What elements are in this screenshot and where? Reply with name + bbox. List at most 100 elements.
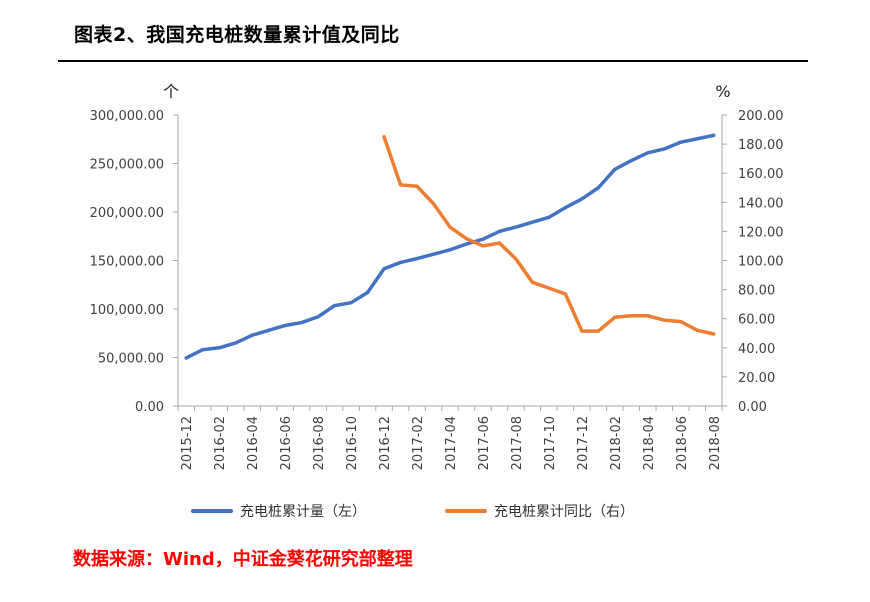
right-axis-tick-label: 140.00 [738, 196, 784, 211]
x-axis-tick-label: 2016-10 [345, 416, 360, 470]
data-point-cumulative [662, 147, 666, 151]
data-point-cumulative [530, 220, 535, 224]
data-point-yoy [679, 320, 683, 324]
data-point-cumulative [234, 341, 238, 345]
left-axis-tick-label: 250,000.00 [90, 158, 164, 173]
data-point-yoy [580, 329, 584, 333]
data-point-cumulative [250, 333, 254, 337]
x-axis-tick-label: 2016-02 [213, 416, 228, 470]
data-point-yoy [596, 329, 600, 333]
data-point-cumulative [300, 320, 304, 325]
data-point-yoy [613, 315, 617, 319]
data-point-cumulative [217, 346, 221, 350]
data-point-yoy [695, 328, 699, 332]
data-point-cumulative [464, 242, 469, 246]
right-axis-tick-label: 40.00 [738, 342, 775, 357]
chart-legend: 充电桩累计量（左） 充电桩累计同比（右） [191, 503, 634, 520]
right-axis-tick-label: 80.00 [738, 284, 775, 299]
data-point-cumulative [613, 167, 617, 171]
chart-plot-area [184, 133, 716, 360]
left-axis-tick-label: 300,000.00 [90, 109, 164, 124]
data-source-note: 数据来源：Wind，中证金葵花研究部整理 [73, 549, 413, 570]
right-axis-tick-label: 180.00 [738, 138, 784, 153]
x-axis-tick-label: 2016-08 [312, 416, 327, 470]
data-point-yoy [398, 183, 403, 187]
data-point-cumulative [349, 301, 353, 305]
data-point-cumulative [184, 356, 188, 360]
data-point-cumulative [201, 348, 205, 352]
x-axis-tick-label: 2018-04 [642, 416, 657, 470]
data-point-cumulative [398, 260, 403, 265]
data-point-yoy [497, 241, 502, 245]
x-axis-tick-label: 2016-06 [279, 416, 294, 470]
right-axis-tick-label: 60.00 [738, 313, 775, 328]
data-point-cumulative [431, 252, 436, 256]
data-point-yoy [448, 225, 452, 229]
right-axis-tick-label: 200.00 [738, 109, 784, 124]
data-point-cumulative [415, 256, 419, 261]
data-point-cumulative [333, 304, 337, 308]
data-point-yoy [662, 318, 666, 322]
series-line-cumulative [184, 133, 716, 360]
x-axis-tick-label: 2017-10 [543, 416, 558, 470]
x-axis-tick-label: 2017-04 [444, 416, 459, 470]
series-line-yoy [382, 135, 716, 336]
left-axis-unit: 个 [163, 82, 179, 101]
left-axis-tick-label: 100,000.00 [90, 303, 164, 318]
data-point-cumulative [514, 225, 518, 229]
x-axis-tick-label: 2016-04 [246, 416, 261, 470]
data-point-yoy [514, 257, 518, 261]
data-point-cumulative [580, 197, 584, 201]
left-axis-tick-label: 200,000.00 [90, 206, 164, 221]
x-axis-tick-label: 2018-02 [609, 416, 624, 470]
right-axis-tick-label: 160.00 [738, 167, 784, 182]
left-axis-tick-label: 0.00 [135, 400, 164, 415]
x-axis-tick-label: 2016-12 [378, 416, 393, 470]
data-point-yoy [481, 244, 485, 248]
data-point-cumulative [267, 328, 271, 332]
x-axis-tick-label: 2017-02 [411, 416, 426, 470]
data-point-cumulative [497, 229, 502, 233]
title-divider [58, 60, 808, 62]
data-point-cumulative [481, 237, 485, 241]
data-point-cumulative [547, 215, 551, 219]
data-point-cumulative [563, 206, 567, 210]
data-point-yoy [464, 237, 469, 241]
data-point-yoy [431, 202, 436, 206]
left-axis-tick-label: 150,000.00 [90, 255, 164, 270]
data-point-cumulative [646, 151, 650, 155]
data-point-yoy [530, 280, 535, 284]
x-axis-tick-label: 2017-08 [510, 416, 525, 470]
chart-title: 图表2、我国充电桩数量累计值及同比 [74, 24, 400, 46]
data-point-cumulative [283, 323, 287, 328]
data-point-yoy [382, 135, 386, 139]
right-axis-unit: % [715, 82, 730, 101]
data-point-cumulative [695, 137, 699, 141]
data-point-yoy [547, 286, 551, 290]
x-axis-tick-label: 2017-12 [576, 416, 591, 470]
right-axis-tick-label: 20.00 [738, 371, 775, 386]
data-point-yoy [646, 314, 650, 318]
data-point-cumulative [712, 133, 716, 137]
data-point-yoy [629, 314, 633, 318]
right-axis-tick-label: 120.00 [738, 225, 784, 240]
legend-label: 充电桩累计同比（右） [494, 503, 634, 520]
data-point-cumulative [382, 267, 386, 271]
chart-axes: 0.00 50,000.00 100,000.00 150,000.00 200,000… [90, 82, 784, 470]
data-point-cumulative [629, 158, 633, 163]
data-point-cumulative [596, 186, 600, 190]
data-point-cumulative [316, 315, 320, 319]
data-point-yoy [563, 292, 567, 296]
x-axis-tick-label: 2018-06 [675, 416, 690, 470]
left-axis-tick-label: 50,000.00 [98, 352, 164, 367]
x-axis-tick-label: 2015-12 [180, 416, 195, 470]
data-point-cumulative [448, 248, 452, 252]
right-axis-tick-label: 100.00 [738, 255, 784, 270]
data-point-cumulative [679, 140, 683, 144]
x-axis-tick-label: 2018-08 [708, 416, 723, 470]
data-point-cumulative [365, 290, 370, 295]
x-axis-tick-label: 2017-06 [477, 416, 492, 470]
right-axis-tick-label: 0.00 [738, 400, 767, 415]
data-point-yoy [712, 332, 716, 336]
